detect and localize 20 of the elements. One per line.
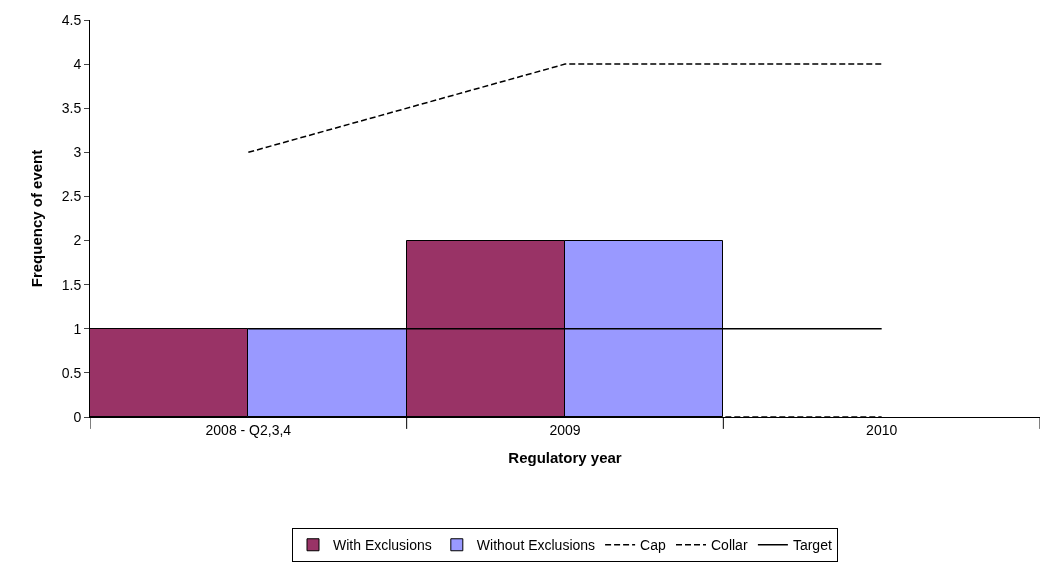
legend-label: With Exclusions xyxy=(333,537,432,554)
y-tick-label: 0 xyxy=(73,408,82,425)
legend-label: Cap xyxy=(640,537,666,554)
x-tick-label: 2008 - Q2,3,4 xyxy=(205,421,292,438)
x-tick-label: 2009 xyxy=(549,421,581,438)
x-tick-label: 2010 xyxy=(866,421,898,438)
x-axis-title: Regulatory year xyxy=(508,448,622,466)
y-tick-label: 1 xyxy=(73,320,82,337)
y-tick-label: 2.5 xyxy=(61,188,82,205)
y-tick-label: 1.5 xyxy=(61,276,82,293)
y-tick-label: 3 xyxy=(73,144,82,161)
y-tick-label: 4 xyxy=(73,56,82,73)
y-tick-label: 2 xyxy=(73,232,82,249)
y-axis-title: Frequency of event xyxy=(27,149,45,288)
legend-label: Without Exclusions xyxy=(476,537,596,554)
y-tick-label: 4.5 xyxy=(61,11,82,28)
y-tick-label: 3.5 xyxy=(61,100,82,117)
legend-label: Collar xyxy=(710,537,748,554)
y-tick-label: 0.5 xyxy=(61,364,82,381)
legend-label: Target xyxy=(792,537,832,554)
